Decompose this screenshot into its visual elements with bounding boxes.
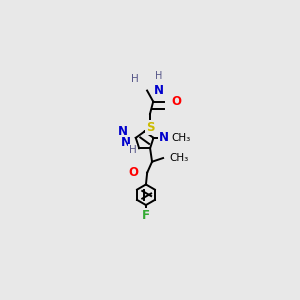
Text: N: N <box>117 125 128 138</box>
Text: N: N <box>121 136 131 149</box>
Text: O: O <box>129 166 139 179</box>
Text: N: N <box>159 131 169 144</box>
Text: H: H <box>155 71 163 81</box>
Text: CH₃: CH₃ <box>171 133 190 143</box>
Text: H: H <box>129 145 136 155</box>
Text: N: N <box>154 84 164 97</box>
Text: F: F <box>142 209 150 222</box>
Text: O: O <box>171 95 181 108</box>
Text: CH₃: CH₃ <box>170 153 189 163</box>
Text: H: H <box>131 74 139 84</box>
Text: S: S <box>146 121 154 134</box>
